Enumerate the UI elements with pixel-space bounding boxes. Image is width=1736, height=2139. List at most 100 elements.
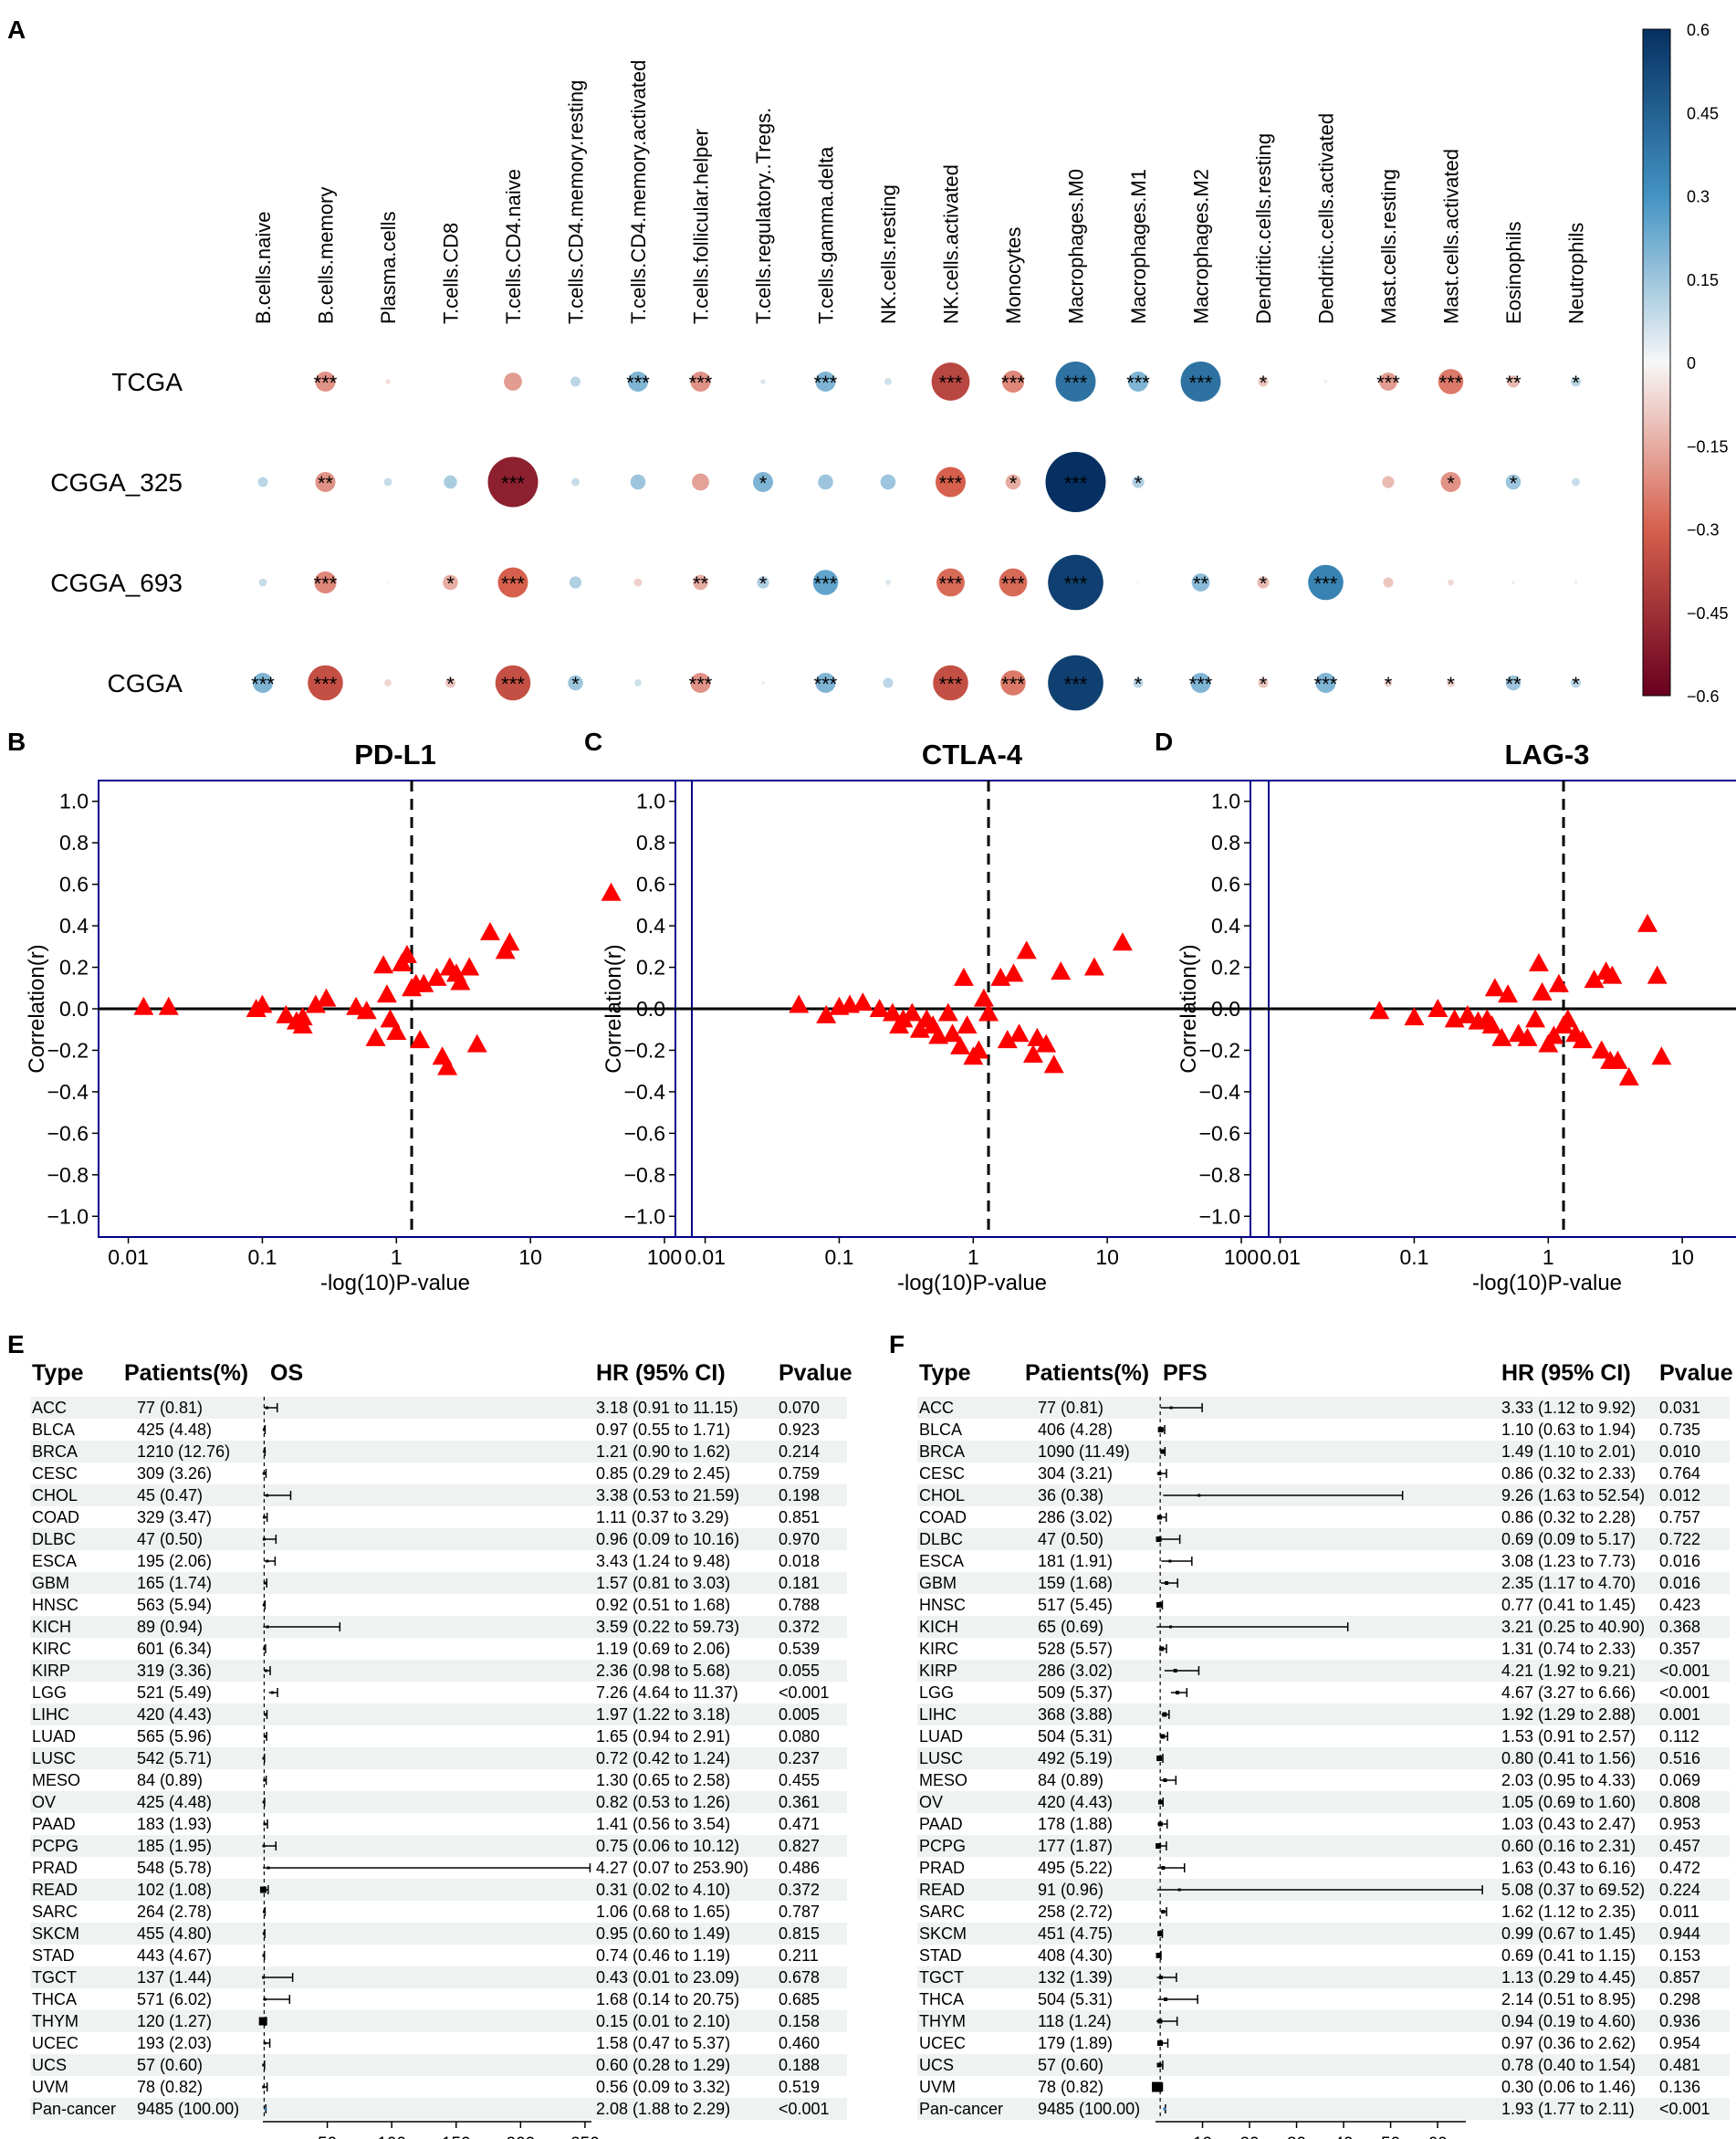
row-pvalue: 0.372 xyxy=(779,1881,820,1899)
row-hr-ci: 1.10 (0.63 to 1.94) xyxy=(1501,1421,1636,1439)
x-tick-label: 10 xyxy=(1670,1245,1694,1269)
significance-stars: * xyxy=(1260,673,1268,696)
scatter-point xyxy=(376,984,397,1003)
scatter-point xyxy=(953,967,974,986)
y-tick-label: −0.4 xyxy=(1199,1080,1241,1104)
scatter-point xyxy=(479,921,500,940)
row-patients: 45 (0.47) xyxy=(137,1486,203,1505)
hr-marker xyxy=(264,1713,267,1716)
row-type: KICH xyxy=(919,1618,958,1636)
scatter-point xyxy=(1036,1033,1057,1053)
heatmap-bubble xyxy=(690,673,711,693)
row-patients: 181 (1.91) xyxy=(1038,1552,1113,1570)
heatmap-bubble xyxy=(258,578,267,587)
heatmap-bubble xyxy=(1438,369,1464,394)
row-pvalue: <0.001 xyxy=(779,2100,830,2118)
row-hr-ci: 0.86 (0.32 to 2.33) xyxy=(1501,1464,1636,1483)
row-patients: 571 (6.02) xyxy=(137,1990,212,2008)
heatmap-bubble xyxy=(1383,577,1394,588)
row-hr-ci: 3.38 (0.53 to 21.59) xyxy=(596,1486,739,1505)
hr-marker xyxy=(266,1494,269,1497)
row-patients: 408 (4.30) xyxy=(1038,1946,1113,1965)
row-pvalue: 0.808 xyxy=(1659,1793,1700,1811)
scatter-point xyxy=(1043,1054,1064,1074)
scatter-point xyxy=(396,944,417,963)
significance-stars: * xyxy=(1572,372,1580,394)
x-tick-label: 1 xyxy=(967,1245,979,1269)
row-type: CHOL xyxy=(32,1486,78,1505)
scatter-point xyxy=(252,994,273,1013)
scatter-point xyxy=(942,1023,963,1043)
heatmap-bubble xyxy=(931,362,970,401)
row-pvalue: 0.368 xyxy=(1659,1618,1700,1636)
significance-stars: * xyxy=(1009,472,1018,495)
row-patients: 77 (0.81) xyxy=(1038,1399,1103,1417)
scatter-point xyxy=(426,967,447,986)
scatter-point xyxy=(1647,965,1668,984)
row-patients: 565 (5.96) xyxy=(137,1727,212,1746)
row-stripe xyxy=(917,1528,1730,1550)
row-label: CGGA xyxy=(108,669,183,697)
row-pvalue: 0.460 xyxy=(779,2034,820,2052)
row-pvalue: 0.486 xyxy=(779,1859,820,1877)
significance-stars: *** xyxy=(814,372,838,394)
column-label: Dendritic.cells.activated xyxy=(1315,113,1338,324)
hr-marker xyxy=(259,1886,267,1893)
scatter-point xyxy=(968,1040,989,1059)
hr-marker xyxy=(263,2041,267,2045)
row-hr-ci: 0.69 (0.09 to 5.17) xyxy=(1501,1530,1636,1548)
hr-marker xyxy=(1168,1559,1172,1563)
y-tick-label: 0.6 xyxy=(636,873,665,896)
heatmap-bubble xyxy=(1505,675,1522,691)
heatmap-bubble xyxy=(1507,375,1520,388)
row-stripe xyxy=(30,1835,847,1857)
heatmap-bubble xyxy=(883,677,894,688)
row-patients: 77 (0.81) xyxy=(137,1399,203,1417)
scatter-point xyxy=(902,1002,923,1022)
header-patients: Patients(%) xyxy=(124,1360,248,1386)
row-hr-ci: 1.49 (1.10 to 2.01) xyxy=(1501,1442,1636,1461)
hr-marker xyxy=(1160,1734,1166,1739)
row-patients: 165 (1.74) xyxy=(137,1574,212,1592)
row-hr-ci: 1.21 (0.90 to 1.62) xyxy=(596,1442,730,1461)
heatmap-bubble xyxy=(1258,677,1269,688)
x-tick-label: 1 xyxy=(1543,1245,1554,1269)
row-stripe xyxy=(30,1879,847,1901)
row-patients: 425 (4.48) xyxy=(137,1793,212,1811)
scatter-point xyxy=(386,1022,407,1040)
panel-label-c: C xyxy=(584,728,602,756)
y-axis-label: Correlation(r) xyxy=(601,944,626,1073)
row-type: UCEC xyxy=(919,2034,966,2052)
row-hr-ci: 1.62 (1.12 to 2.35) xyxy=(1501,1903,1636,1921)
row-pvalue: 0.010 xyxy=(1659,1442,1700,1461)
row-stripe xyxy=(30,1704,847,1725)
scatter-point xyxy=(380,1009,401,1028)
row-pvalue: 0.211 xyxy=(779,1946,819,1965)
significance-stars: *** xyxy=(501,472,525,495)
heatmap-bubble xyxy=(504,372,522,391)
chart-title: LAG-3 xyxy=(1505,739,1590,771)
row-patients: 178 (1.88) xyxy=(1038,1815,1113,1833)
scatter-point xyxy=(1548,973,1569,992)
row-patients: 451 (4.75) xyxy=(1038,1924,1113,1943)
row-pvalue: 0.851 xyxy=(779,1508,820,1526)
row-pvalue: 0.001 xyxy=(1659,1705,1700,1724)
significance-stars: *** xyxy=(814,572,838,595)
significance-stars: * xyxy=(446,572,455,595)
row-patients: 286 (3.02) xyxy=(1038,1508,1113,1526)
hr-marker xyxy=(1156,1843,1162,1849)
y-tick-label: −0.8 xyxy=(624,1163,665,1187)
row-hr-ci: 0.85 (0.29 to 2.45) xyxy=(596,1464,730,1483)
row-pvalue: 0.827 xyxy=(779,1837,820,1855)
heatmap-bubble xyxy=(308,665,343,701)
scatter-point xyxy=(1481,1015,1502,1034)
significance-stars: * xyxy=(759,472,768,495)
hr-marker xyxy=(267,1866,270,1870)
x-tick-label: 100 xyxy=(1224,1245,1259,1269)
row-stripe xyxy=(30,1528,847,1550)
significance-stars: *** xyxy=(501,673,525,696)
hr-marker xyxy=(1159,1646,1165,1651)
row-stripe xyxy=(917,1923,1730,1945)
header-endpoint: PFS xyxy=(1163,1360,1208,1386)
row-hr-ci: 0.78 (0.40 to 1.54) xyxy=(1501,2056,1636,2074)
